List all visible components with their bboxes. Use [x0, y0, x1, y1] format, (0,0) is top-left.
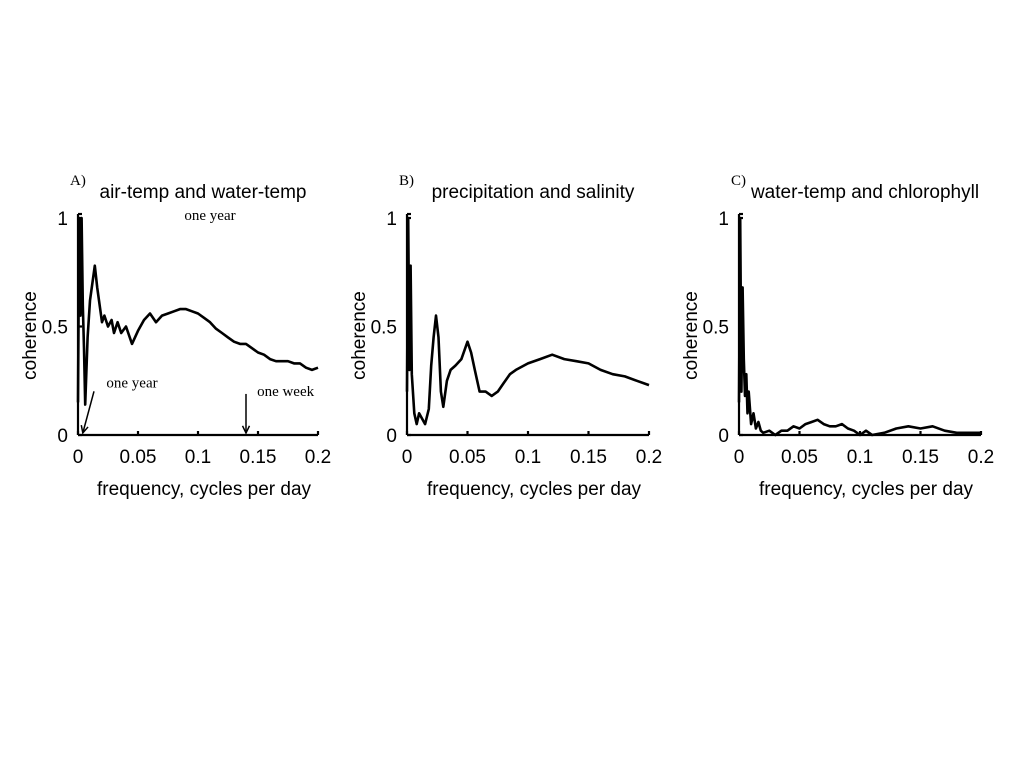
panel-3-ylabel: coherence	[681, 291, 702, 380]
panel-1-xtick-label-1: 0.05	[120, 447, 157, 468]
panel-2-ytick-label-1: 0.5	[371, 318, 397, 339]
panel-3-xtick-label-0: 0	[734, 447, 745, 468]
panel-1-xtick-label-2: 0.1	[185, 447, 211, 468]
panel-3-xtick-label-1: 0.05	[781, 447, 818, 468]
panel-2-xtick-label-1: 0.05	[449, 447, 486, 468]
panel-2-xlabel: frequency, cycles per day	[427, 479, 642, 500]
panel-2-series-line-0	[405, 216, 650, 426]
panel-1-annotation-0: one year	[184, 208, 235, 224]
panel-1-letter: A)	[70, 173, 86, 189]
panel-2-ylabel: coherence	[349, 291, 370, 380]
panel-1-ytick-label-1: 0.5	[42, 318, 68, 339]
panel-2-letter: B)	[399, 173, 414, 189]
panel-2-ytick-label-0: 0	[386, 426, 397, 447]
panel-1-xtick-label-3: 0.15	[240, 447, 277, 468]
panel-1-xlabel: frequency, cycles per day	[97, 479, 312, 500]
panel-2-xtick-label-0: 0	[402, 447, 413, 468]
panel-3-xtick-label-3: 0.15	[902, 447, 939, 468]
panel-3-series-line-0	[737, 216, 981, 437]
panel-3-xlabel: frequency, cycles per day	[759, 479, 974, 500]
panel-2-ytick-label-2: 1	[386, 209, 397, 230]
panel-1-annotation-1: one year	[106, 375, 157, 391]
panel-3-ytick-label-2: 1	[718, 209, 729, 230]
panel-2-title: precipitation and salinity	[432, 182, 635, 203]
panel-2-xtick-label-4: 0.2	[636, 447, 662, 468]
panel-3-ytick-label-1: 0.5	[703, 318, 729, 339]
panel-3-xtick-label-2: 0.1	[847, 447, 873, 468]
panel-1-annotation-arrow-1	[82, 391, 95, 434]
panel-3-title: water-temp and chlorophyll	[750, 182, 979, 203]
panel-2-xtick-label-2: 0.1	[515, 447, 541, 468]
panel-1-annotation-2: one week	[257, 384, 315, 400]
panel-1-annotation-arrowhead-1	[80, 425, 89, 435]
panel-1-title: air-temp and water-temp	[100, 182, 307, 203]
panel-1-xtick-label-4: 0.2	[305, 447, 331, 468]
panel-1-xtick-label-0: 0	[73, 447, 84, 468]
panel-1-ylabel: coherence	[20, 291, 41, 380]
panel-2-xtick-label-3: 0.15	[570, 447, 607, 468]
panel-1-ytick-label-2: 1	[57, 209, 68, 230]
panel-1-series-line-0	[76, 216, 319, 406]
panel-1-annotation-arrowhead-2	[241, 425, 251, 435]
panel-3-letter: C)	[731, 173, 746, 189]
panel-3-xtick-label-4: 0.2	[968, 447, 994, 468]
panel-1-ytick-label-0: 0	[57, 426, 68, 447]
panel-3-ytick-label-0: 0	[718, 426, 729, 447]
